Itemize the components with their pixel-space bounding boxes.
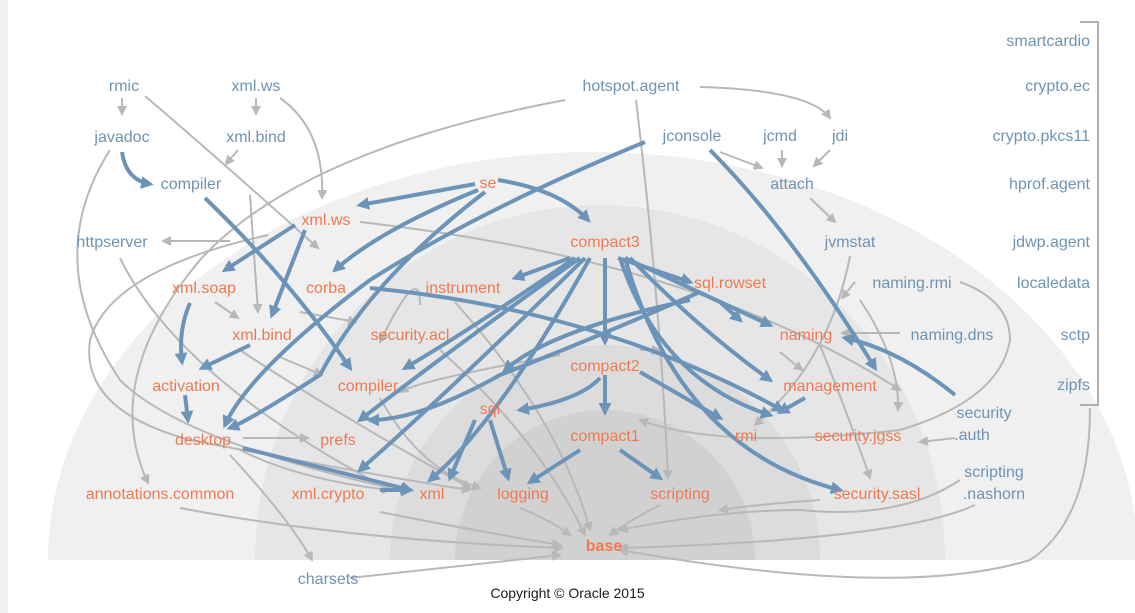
module-hotspot-agent[interactable]: hotspot.agent: [583, 78, 681, 95]
module-naming-rmi[interactable]: naming.rmi: [872, 275, 951, 292]
module-annotations-common[interactable]: annotations.common: [86, 486, 235, 503]
module-security-auth-line1[interactable]: security: [956, 405, 1011, 422]
module-rmic[interactable]: rmic: [109, 78, 139, 95]
module-base[interactable]: base: [586, 538, 623, 555]
module-httpserver[interactable]: httpserver: [76, 234, 148, 251]
module-naming-dns[interactable]: naming.dns: [911, 327, 994, 344]
module-rmi[interactable]: rmi: [735, 428, 757, 445]
module-jconsole[interactable]: jconsole: [662, 128, 722, 145]
module-se[interactable]: se: [480, 175, 497, 192]
module-prefs[interactable]: prefs: [320, 432, 356, 449]
module-xml-crypto[interactable]: xml.crypto: [292, 486, 365, 503]
module-compact2[interactable]: compact2: [570, 358, 639, 375]
module-xml-ws[interactable]: xml.ws: [302, 212, 351, 229]
module-security-jgss[interactable]: security.jgss: [815, 428, 902, 445]
module-xml-ws-tool[interactable]: xml.ws: [232, 78, 281, 95]
module-compact1[interactable]: compact1: [570, 428, 639, 445]
module-security-sasl[interactable]: security.sasl: [834, 486, 921, 503]
module-desktop[interactable]: desktop: [175, 432, 231, 449]
module-crypto-pkcs11[interactable]: crypto.pkcs11: [992, 128, 1090, 145]
module-charsets[interactable]: charsets: [298, 571, 358, 588]
right-bracket: [1080, 21, 1099, 406]
jdk-modules: smartcardio crypto.ec crypto.pkcs11 hpro…: [76, 33, 1090, 588]
module-sql[interactable]: sql: [480, 401, 500, 418]
module-compact3[interactable]: compact3: [570, 234, 639, 251]
se-modules: se xml.ws compact3 instrument sql.rowset…: [86, 175, 921, 555]
module-scripting-nashorn-line2[interactable]: .nashorn: [963, 486, 1025, 503]
left-margin-strip: [0, 0, 8, 613]
module-activation[interactable]: activation: [152, 378, 220, 395]
module-jdwp-agent[interactable]: jdwp.agent: [1012, 234, 1091, 251]
module-scripting-nashorn-line1[interactable]: scripting: [964, 464, 1024, 481]
module-attach[interactable]: attach: [770, 176, 814, 193]
module-security-acl[interactable]: security.acl: [371, 327, 450, 344]
module-hprof-agent[interactable]: hprof.agent: [1009, 176, 1091, 193]
module-compiler[interactable]: compiler: [338, 378, 399, 395]
module-xml-soap[interactable]: xml.soap: [172, 280, 236, 297]
module-security-auth-line2[interactable]: .auth: [954, 427, 990, 444]
module-xml-bind-tool[interactable]: xml.bind: [226, 129, 286, 146]
module-jvmstat[interactable]: jvmstat: [824, 234, 876, 251]
module-sctp[interactable]: sctp: [1061, 327, 1090, 344]
module-sql-rowset[interactable]: sql.rowset: [694, 275, 767, 292]
module-jcmd[interactable]: jcmd: [762, 128, 797, 145]
module-instrument[interactable]: instrument: [426, 280, 501, 297]
module-logging[interactable]: logging: [497, 486, 549, 503]
module-crypto-ec[interactable]: crypto.ec: [1025, 78, 1090, 95]
module-zipfs[interactable]: zipfs: [1057, 377, 1090, 394]
copyright-notice: Copyright © Oracle 2015: [490, 585, 645, 601]
module-jdi[interactable]: jdi: [831, 128, 848, 145]
module-localedata[interactable]: localedata: [1017, 275, 1090, 292]
module-xml-bind[interactable]: xml.bind: [232, 327, 292, 344]
module-naming[interactable]: naming: [780, 327, 832, 344]
module-smartcardio[interactable]: smartcardio: [1006, 33, 1090, 50]
module-compiler-tool[interactable]: compiler: [161, 176, 222, 193]
module-scripting[interactable]: scripting: [650, 486, 710, 503]
module-corba[interactable]: corba: [306, 280, 346, 297]
module-xml[interactable]: xml: [420, 486, 445, 503]
module-javadoc[interactable]: javadoc: [93, 129, 149, 146]
module-management[interactable]: management: [783, 378, 877, 395]
blue-edges: [120, 140, 957, 497]
